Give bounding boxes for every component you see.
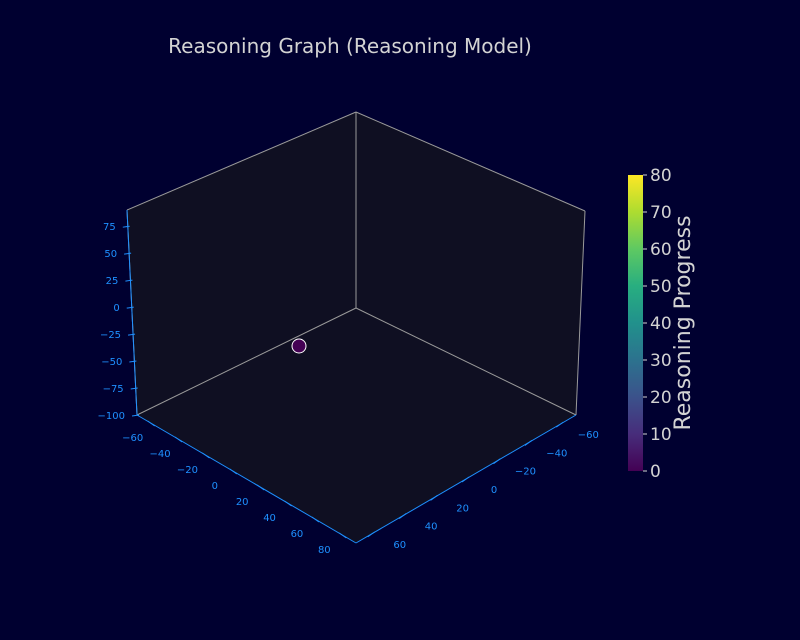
z-tick-label: 25 xyxy=(106,276,119,287)
x-tick-mark xyxy=(202,452,210,459)
y-tick-label: 0 xyxy=(491,485,497,496)
colorbar-tick-label: 0 xyxy=(650,462,661,482)
back-left-pane xyxy=(127,112,356,415)
colorbar-gradient xyxy=(628,175,643,471)
colorbar-tick-label: 30 xyxy=(650,351,672,371)
y-tick-label: 20 xyxy=(456,503,469,514)
colorbar-tick-label: 20 xyxy=(650,388,672,408)
y-tick-mark xyxy=(493,458,501,465)
box-edge xyxy=(355,111,586,212)
z-tick-mark xyxy=(130,387,138,390)
x-tick-mark xyxy=(284,500,292,507)
z-tick-mark xyxy=(125,279,133,282)
colorbar-tick-label: 60 xyxy=(650,240,672,260)
z-tick-label: 0 xyxy=(113,303,119,314)
y-tick-label: 60 xyxy=(393,540,406,551)
y-tick-label: −20 xyxy=(515,467,536,478)
back-right-pane xyxy=(356,112,585,415)
colorbar-tick-label: 40 xyxy=(650,314,672,334)
y-tick-mark xyxy=(367,531,376,538)
x-tick-label: −20 xyxy=(177,465,198,476)
y-tick-mark xyxy=(398,513,407,519)
chart-title: Reasoning Graph (Reasoning Model) xyxy=(168,34,532,58)
x-tick-label: −60 xyxy=(122,433,143,444)
x-tick-label: 60 xyxy=(291,529,304,540)
y-tick-label: −60 xyxy=(578,430,599,441)
z-axis-line xyxy=(126,209,138,416)
box-edge xyxy=(126,111,357,211)
box-edge xyxy=(575,210,586,416)
z-tick-label: −50 xyxy=(101,357,122,368)
z-tick-label: 75 xyxy=(103,222,116,233)
z-tick-mark xyxy=(129,360,137,363)
x-tick-label: 20 xyxy=(236,497,249,508)
y-tick-mark xyxy=(524,440,533,446)
x-tick-mark xyxy=(256,484,265,491)
box-edge xyxy=(136,307,357,416)
colorbar-label: Reasoning Progress xyxy=(671,215,696,430)
x-tick-mark xyxy=(311,516,320,523)
y-tick-label: −40 xyxy=(546,448,567,459)
colorbar-tick-label: 10 xyxy=(650,425,672,445)
y-tick-mark xyxy=(461,476,470,483)
y-tick-mark xyxy=(430,494,438,501)
box-edge xyxy=(355,307,577,416)
y-tick-label: 40 xyxy=(425,522,438,533)
z-tick-mark xyxy=(122,225,130,228)
x-tick-mark xyxy=(147,420,155,427)
x-tick-label: 40 xyxy=(263,513,276,524)
z-tick-label: −25 xyxy=(100,330,121,341)
colorbar-tick-label: 80 xyxy=(650,166,672,186)
floor-pane xyxy=(137,308,576,543)
x-tick-mark xyxy=(229,468,238,475)
data-point xyxy=(291,338,307,354)
colorbar-tick-label: 70 xyxy=(650,203,672,223)
z-tick-label: −100 xyxy=(98,411,125,422)
x-tick-label: 80 xyxy=(318,545,331,556)
z-tick-mark xyxy=(127,333,136,336)
z-tick-label: 50 xyxy=(104,249,117,260)
x-axis-line xyxy=(136,414,357,544)
x-tick-mark xyxy=(174,436,183,443)
z-tick-mark xyxy=(131,414,140,417)
z-tick-mark xyxy=(124,252,132,255)
x-tick-mark xyxy=(339,532,347,539)
colorbar-tick-label: 50 xyxy=(650,277,672,297)
z-tick-mark xyxy=(126,306,134,309)
x-tick-label: 0 xyxy=(212,481,218,492)
y-tick-mark xyxy=(555,421,564,428)
x-tick-label: −40 xyxy=(150,449,171,460)
z-tick-label: −75 xyxy=(103,384,124,395)
